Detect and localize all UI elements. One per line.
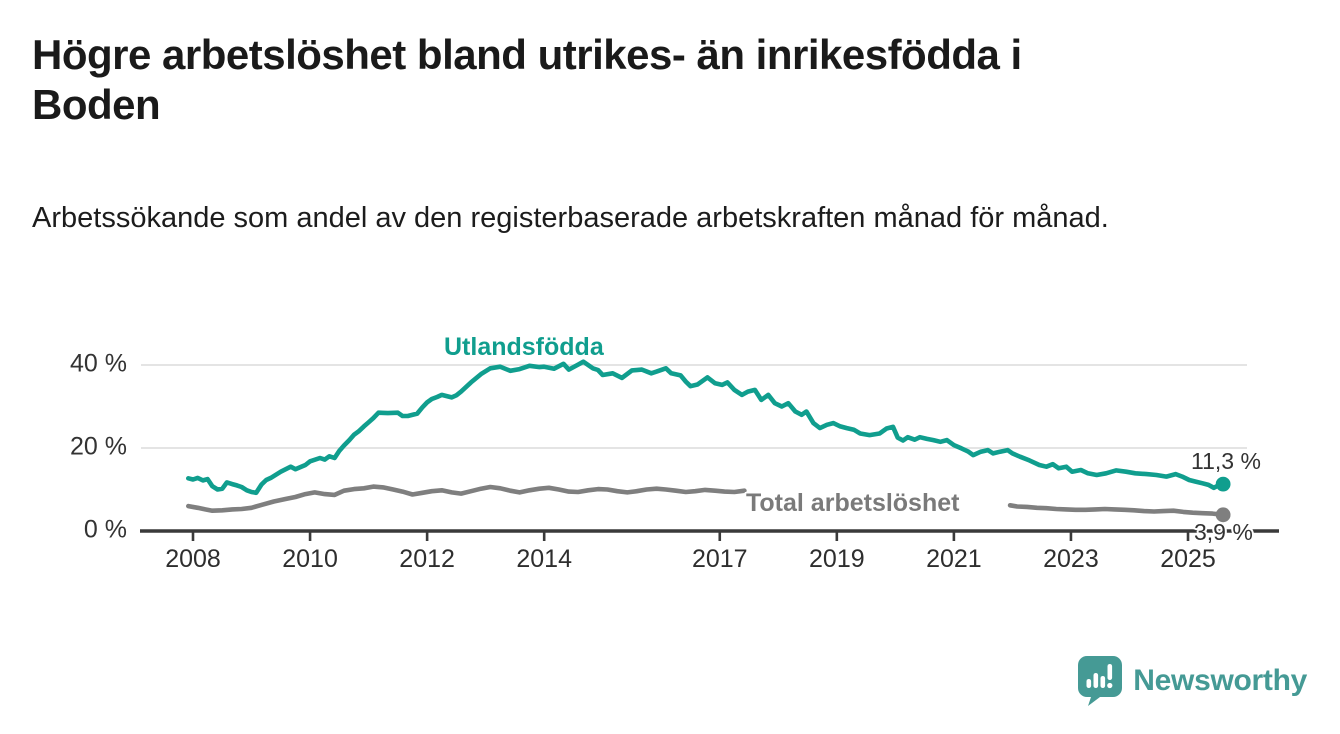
x-tick-label-2025: 2025 [1160, 545, 1216, 573]
x-tick-label-2017: 2017 [691, 545, 748, 573]
x-tick-label-2008: 2008 [165, 545, 221, 573]
x-tick-label-2021: 2021 [926, 545, 982, 573]
series-label-total-arbetsloshet: Total arbetslöshet [746, 489, 960, 517]
y-tick-label-40: 40 % [70, 349, 127, 378]
x-tick-label-2023: 2023 [1043, 545, 1099, 573]
x-tick-label-2012: 2012 [399, 545, 455, 573]
newsworthy-logo-icon [1078, 656, 1123, 706]
end-value-label-foreign: 11,3 % [1191, 448, 1261, 474]
series-line-foreign-0 [186, 359, 1226, 496]
series-label-utlandsfodda: Utlandsfödda [444, 333, 604, 361]
page-title-line2: Boden [32, 81, 161, 128]
newsworthy-logo: Newsworthy [1078, 656, 1307, 706]
series-line-total-0 [186, 484, 747, 514]
end-value-label-total: 3,9 % [1194, 519, 1253, 545]
page-title-line1: Högre arbetslöshet bland utrikes- än inr… [32, 31, 1022, 78]
y-tick-label-20: 20 % [70, 432, 127, 461]
end-dot-foreign [1215, 476, 1231, 492]
series-line-total-1 [1007, 502, 1226, 518]
x-tick-label-2010: 2010 [282, 545, 338, 573]
chart-subtitle: Arbetssökande som andel av den registerb… [32, 202, 1109, 234]
end-dot-total [1215, 507, 1231, 523]
x-tick-label-2019: 2019 [809, 545, 865, 573]
y-tick-label-0: 0 % [83, 515, 127, 544]
x-tick-label-2014: 2014 [516, 545, 572, 573]
newsworthy-logo-text: Newsworthy [1133, 664, 1307, 697]
page-title: Högre arbetslöshet bland utrikes- än inr… [32, 30, 1292, 130]
